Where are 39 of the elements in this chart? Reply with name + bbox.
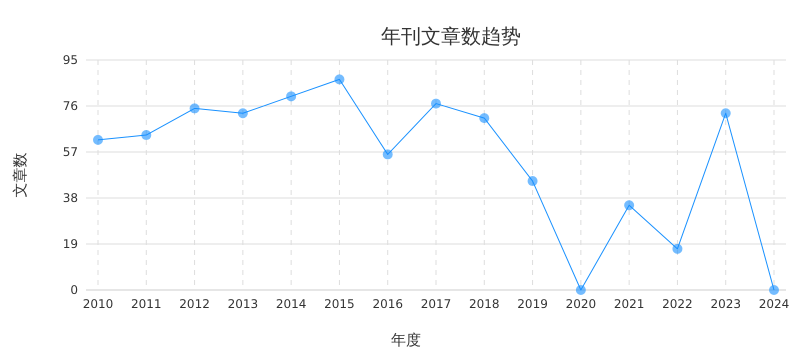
point	[528, 176, 538, 186]
x-tick-label: 2022	[662, 297, 693, 311]
point	[624, 200, 634, 210]
y-tick-label: 76	[62, 99, 78, 113]
point	[238, 108, 248, 118]
x-tick-label: 2024	[758, 297, 790, 311]
y-tick-label: 95	[62, 53, 78, 67]
point	[431, 98, 441, 109]
point	[382, 149, 393, 160]
x-axis-title: 年度	[391, 331, 421, 349]
y-tick-label: 19	[62, 237, 78, 251]
x-tick-label: 2018	[469, 297, 500, 311]
x-tick-label: 2015	[324, 297, 355, 311]
point	[479, 113, 490, 124]
x-tick-label: 2019	[517, 297, 548, 311]
y-tick-label: 0	[70, 283, 78, 297]
x-tick-label: 2021	[614, 297, 644, 311]
x-tick-label: 2017	[420, 297, 452, 311]
point	[720, 108, 731, 118]
point	[93, 134, 103, 145]
y-axis-title: 文章数	[11, 152, 29, 198]
x-tick-label: 2014	[276, 297, 306, 311]
point	[190, 103, 200, 114]
point	[672, 244, 682, 254]
y-tick-label: 57	[62, 145, 78, 159]
point	[286, 91, 296, 102]
point	[334, 74, 344, 84]
x-tick-label: 2010	[82, 297, 114, 311]
x-tick-label: 2013	[228, 297, 258, 311]
chart-title: 年刊文章数趋势	[381, 24, 521, 48]
x-tick-label: 2023	[710, 297, 741, 311]
x-tick-label: 2020	[566, 297, 596, 311]
x-tick-label: 2016	[372, 297, 403, 311]
y-tick-label: 38	[62, 191, 78, 205]
point	[141, 130, 152, 140]
x-tick-label: 2011	[131, 297, 162, 311]
point	[769, 285, 779, 295]
point	[576, 285, 586, 295]
x-tick-label: 2012	[179, 297, 210, 311]
